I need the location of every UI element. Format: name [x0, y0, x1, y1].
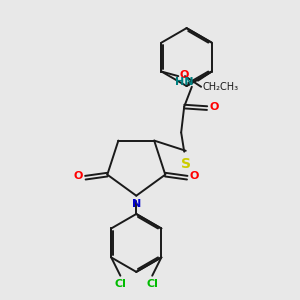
Text: Cl: Cl — [146, 279, 158, 289]
Text: N: N — [132, 200, 141, 209]
Text: HN: HN — [175, 77, 194, 87]
Text: Cl: Cl — [114, 279, 126, 289]
Text: CH₂CH₃: CH₂CH₃ — [202, 82, 239, 92]
Text: O: O — [74, 171, 83, 181]
Text: O: O — [180, 70, 189, 80]
Text: S: S — [181, 157, 191, 171]
Text: O: O — [209, 102, 219, 112]
Text: O: O — [190, 171, 199, 181]
